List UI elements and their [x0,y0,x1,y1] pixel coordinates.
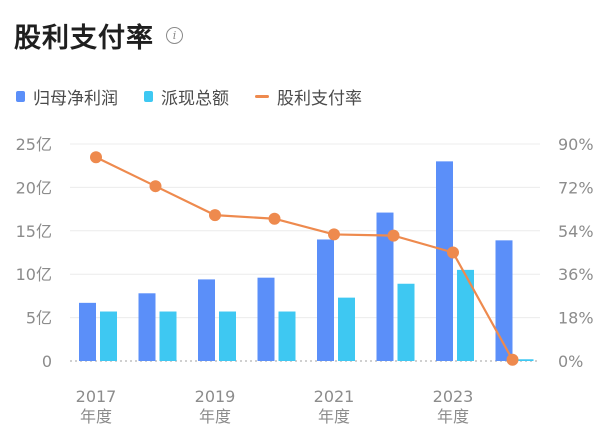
legend-marker [16,91,25,102]
bar-dividend-total [159,311,177,361]
line-point [447,246,459,259]
line-point [328,228,340,241]
legend-marker [144,91,153,102]
bar-dividend-total [457,269,474,361]
x-tick-year: 2019 [195,387,236,406]
legend-item[interactable]: 归母净利润 [16,84,118,109]
line-payout-ratio [95,156,514,361]
bar-net-profit [376,212,394,361]
bar-dividend-total [219,311,236,361]
line-point [149,180,162,193]
left-axis-tick-label: 10亿 [16,265,52,284]
legend-label: 派现总额 [161,89,229,109]
x-tick-year: 2017 [76,387,117,406]
right-axis-tick-label: 36% [558,265,594,284]
right-axis-tick-label: 72% [558,178,594,197]
bar-net-profit [198,279,215,361]
x-tick-year: 2023 [433,387,474,406]
bar-net-profit [257,277,275,361]
info-circle-icon[interactable]: i [166,27,183,44]
bar-dividend-total [278,311,296,361]
line-point [268,212,281,225]
line-point [387,229,400,242]
bar-dividend-total [397,283,415,361]
chart-title: 股利支付率 [14,23,154,54]
line-point [506,353,519,366]
left-axis-tick-label: 20亿 [16,178,52,197]
bar-net-profit [138,293,156,361]
right-axis-tick-label: 18% [558,309,594,328]
left-axis-tick-label: 0 [42,352,52,371]
bar-dividend-total [338,297,355,361]
bar-dividend-total [100,311,117,361]
legend-item[interactable]: 股利支付率 [255,84,362,109]
x-tick-sub: 年度 [437,407,469,426]
x-tick-year: 2021 [314,387,355,406]
legend-label: 股利支付率 [277,89,362,109]
line-point [90,151,102,164]
bar-net-profit [317,239,334,361]
right-axis-tick-label: 54% [558,222,594,241]
legend-marker [255,95,269,98]
chart-legend: 归母净利润 派现总额 股利支付率 [16,84,388,109]
x-tick-sub: 年度 [80,407,112,426]
right-axis-tick-label: 0% [558,352,583,371]
legend-item[interactable]: 派现总额 [144,84,229,109]
chart-header: 股利支付率 i [14,16,183,55]
bar-dividend-total [516,359,534,361]
x-tick-sub: 年度 [199,407,231,426]
left-axis-tick-label: 5亿 [26,309,52,328]
right-axis-tick-label: 90% [558,135,594,154]
line-point [209,209,221,222]
x-tick-sub: 年度 [318,407,350,426]
left-axis-tick-label: 25亿 [16,135,52,154]
left-axis-tick-label: 15亿 [16,222,52,241]
bar-net-profit [495,240,513,361]
legend-label: 归母净利润 [33,89,118,109]
bar-net-profit [436,161,453,361]
bar-net-profit [79,302,96,361]
